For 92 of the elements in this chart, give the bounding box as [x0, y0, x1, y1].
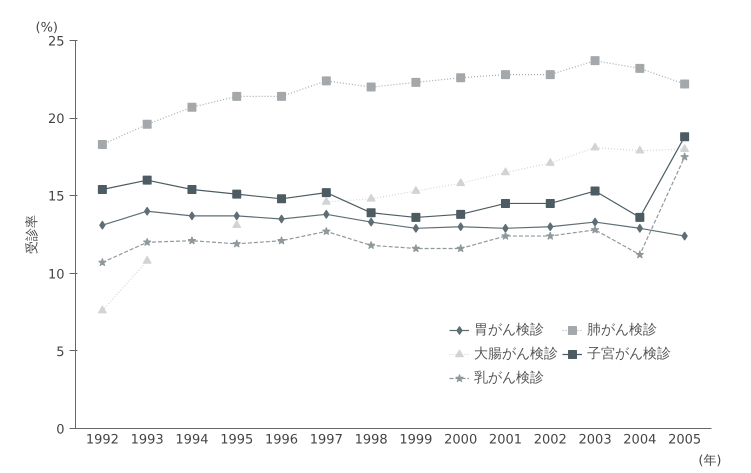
point [142, 120, 152, 129]
x-tick-label: 1992 [86, 432, 119, 448]
point [546, 158, 555, 166]
point [502, 224, 509, 233]
x-tick-label: 2004 [623, 432, 656, 448]
point [456, 244, 465, 252]
point [412, 244, 420, 252]
point [680, 132, 690, 142]
point [144, 206, 150, 216]
x-tick-label: 2000 [444, 432, 478, 448]
y-tick-label: 25 [48, 34, 65, 50]
point [635, 146, 644, 154]
point [232, 220, 242, 228]
point [680, 79, 690, 88]
point [366, 240, 376, 250]
point [590, 186, 600, 196]
y-tick-label: 0 [56, 422, 65, 438]
point [366, 208, 376, 218]
x-tick-label: 1995 [220, 432, 254, 448]
point [366, 194, 376, 202]
point [142, 176, 152, 185]
x-tick-label: 2002 [534, 432, 567, 448]
point [590, 225, 600, 234]
legend-label: 胃がん検診 [474, 321, 544, 339]
point [635, 64, 644, 73]
point [456, 178, 466, 186]
y-tick-label: 5 [56, 344, 65, 360]
x-tick-label: 1998 [354, 432, 388, 448]
point [366, 82, 376, 92]
legend-label: 大腸がん検診 [474, 345, 558, 363]
point [277, 194, 286, 204]
point [456, 73, 466, 82]
point [412, 224, 420, 233]
y-tick-label: 20 [48, 112, 65, 128]
x-tick-label: 2003 [578, 432, 612, 448]
point [500, 70, 510, 80]
point [411, 186, 420, 194]
point [277, 92, 286, 101]
point [188, 236, 196, 244]
point [546, 198, 555, 208]
text: (%) [36, 20, 58, 36]
point [368, 218, 374, 227]
point [500, 198, 510, 208]
x-tick-label: 1993 [130, 432, 164, 448]
y-tick-label: 15 [48, 190, 65, 205]
point [635, 212, 644, 222]
point [592, 218, 598, 227]
point [501, 232, 510, 240]
point [590, 56, 600, 66]
x-tick-label: 1994 [175, 432, 208, 448]
point [456, 210, 466, 219]
point [681, 232, 688, 241]
x-tick-label: 2005 [668, 432, 702, 448]
point [680, 152, 689, 161]
point [411, 212, 420, 222]
x-tick-label: 1996 [264, 432, 298, 448]
point [142, 238, 152, 246]
point [277, 236, 286, 244]
x-tick-label: 2001 [488, 432, 522, 448]
point [546, 232, 555, 240]
legend-label: 肺がん検診 [587, 321, 657, 339]
point [322, 188, 331, 198]
point [187, 102, 196, 112]
legend-label: 乳がん検診 [474, 369, 544, 387]
point [187, 184, 196, 194]
point [546, 70, 555, 80]
point [142, 256, 152, 264]
point [322, 196, 331, 205]
point [636, 224, 644, 233]
point [411, 78, 420, 87]
point [188, 211, 196, 220]
point [98, 305, 107, 314]
point [590, 142, 600, 150]
y-axis-title: 受診率 [24, 215, 40, 254]
x-tick-label: 1997 [310, 432, 343, 448]
y-tick-label: 10 [48, 267, 65, 282]
legend-label: 子宮がん検診 [587, 345, 671, 363]
point [98, 140, 107, 149]
point [98, 184, 107, 194]
point [232, 190, 242, 199]
point [322, 76, 331, 86]
point [636, 250, 644, 258]
point [322, 226, 331, 236]
point [680, 144, 690, 152]
point [232, 92, 242, 101]
x-axis-title: (年) [698, 454, 722, 468]
point [500, 167, 510, 176]
x-tick-label: 1999 [399, 432, 432, 448]
point [232, 239, 242, 248]
point [98, 258, 107, 266]
point [278, 214, 285, 224]
point [99, 220, 106, 230]
